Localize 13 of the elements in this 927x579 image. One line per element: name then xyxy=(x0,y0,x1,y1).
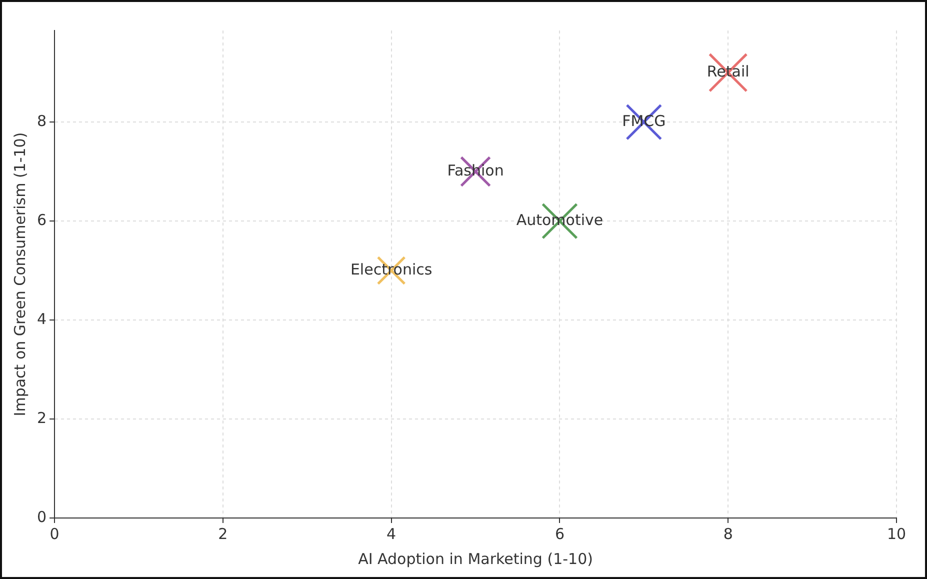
y-tick-label: 0 xyxy=(36,508,47,526)
x-tick-label: 0 xyxy=(50,524,60,543)
y-tick-label: 4 xyxy=(36,310,47,328)
x-tick-label: 10 xyxy=(886,524,906,543)
x-axis-title: AI Adoption in Marketing (1-10) xyxy=(358,550,593,568)
y-tick-label: 6 xyxy=(36,210,47,229)
y-tick-label: 8 xyxy=(36,112,47,130)
x-tick-label: 8 xyxy=(723,524,733,543)
y-tick-label: 2 xyxy=(36,408,47,427)
x-tick-label: 6 xyxy=(554,524,564,543)
y-axis-title: Impact on Green Consumerism (1-10) xyxy=(10,132,29,416)
x-tick-label: 2 xyxy=(218,524,228,543)
x-tick-label: 4 xyxy=(386,524,396,543)
